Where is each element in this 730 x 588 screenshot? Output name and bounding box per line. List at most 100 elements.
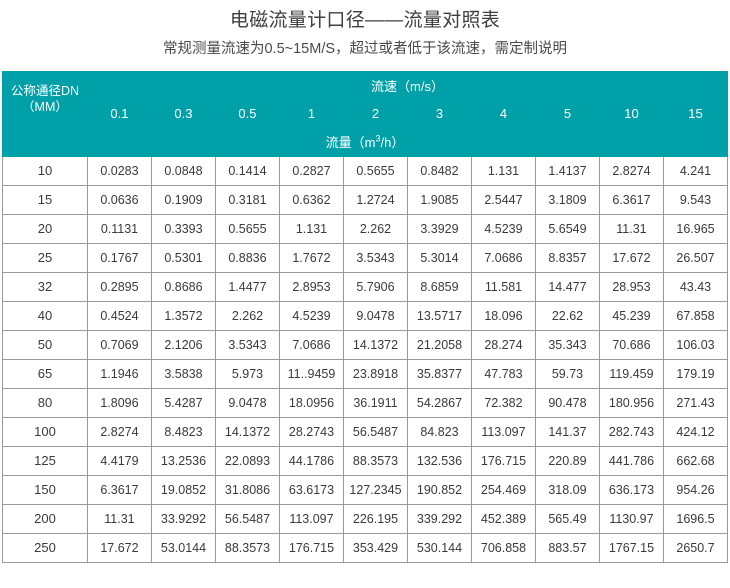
flow-value-cell: 35.343 [534,329,600,360]
flow-value-cell: 1.131 [470,155,536,186]
table-row: 50 0.7069 2.1206 3.5343 7.0686 14.1372 21.2058… [1,329,729,360]
flow-value-cell: 0.7069 [86,329,152,360]
flow-group-label-sup: 3 [375,134,381,145]
flow-value-cell: 1.8096 [86,387,152,418]
flow-value-cell: 18.0956 [278,387,344,418]
flow-value-cell: 1.4137 [534,155,600,186]
page-subtitle: 常规测量流速为0.5~15M/S，超过或者低于该流速，需定制说明 [162,40,568,57]
flow-value-cell: 0.4524 [86,300,152,331]
flow-value-cell: 1130.97 [598,503,664,534]
dn-header-line2: （MM） [22,100,68,115]
flow-value-cell: 4.241 [662,155,729,186]
dn-header-line1: 公称通径DN [10,83,79,98]
flow-value-cell: 282.743 [598,416,664,447]
flow-value-cell: 36.1911 [342,387,408,418]
flow-value-cell: 88.3573 [342,445,408,476]
flow-value-cell: 33.9292 [150,503,216,534]
velocity-col-1: 0.3 [150,99,216,128]
flow-value-cell: 0.2827 [278,155,344,186]
flow-value-cell: 6.3617 [598,184,664,215]
flow-value-cell: 88.3573 [214,532,280,563]
flow-value-cell: 2.5447 [470,184,536,215]
flow-value-cell: 28.274 [470,329,536,360]
flow-value-cell: 8.8357 [534,242,600,273]
flow-value-cell: 0.1767 [86,242,152,273]
flow-value-cell: 5.973 [214,358,280,389]
flow-value-cell: 90.478 [534,387,600,418]
flow-value-cell: 0.0283 [86,155,152,186]
velocity-col-0: 0.1 [86,99,152,128]
flow-value-cell: 4.5239 [278,300,344,331]
velocity-col-6: 4 [470,99,536,128]
flow-value-cell: 132.536 [406,445,472,476]
dn-cell: 20 [1,213,88,244]
flow-value-cell: 706.858 [470,532,536,563]
table-row: 10 0.0283 0.0848 0.1414 0.2827 0.5655 0.8482 1.… [1,155,729,186]
flow-value-cell: 35.8377 [406,358,472,389]
flow-value-cell: 636.173 [598,474,664,505]
flow-value-cell: 28.2743 [278,416,344,447]
flow-value-cell: 0.0848 [150,155,216,186]
flow-value-cell: 2.262 [214,300,280,331]
flow-value-cell: 883.57 [534,532,600,563]
flow-value-cell: 0.2895 [86,271,152,302]
flow-value-cell: 0.1909 [150,184,216,215]
flow-value-cell: 220.89 [534,445,600,476]
dn-cell: 50 [1,329,88,360]
flow-value-cell: 4.4179 [86,445,152,476]
flow-value-cell: 0.3181 [214,184,280,215]
flow-value-cell: 22.0893 [214,445,280,476]
flow-value-cell: 1767.15 [598,532,664,563]
flow-value-cell: 954.26 [662,474,729,505]
flow-value-cell: 1.9085 [406,184,472,215]
flow-value-cell: 70.686 [598,329,664,360]
header-row-group: 公称通径DN （MM） 流速（m/s） [1,70,729,128]
flow-value-cell: 353.429 [342,532,408,563]
flow-value-cell: 1696.5 [662,503,729,534]
velocity-col-3: 1 [278,99,344,128]
flow-value-cell: 179.19 [662,358,729,389]
flow-value-cell: 0.6362 [278,184,344,215]
table-row: 15 0.0636 0.1909 0.3181 0.6362 1.2724 1.9085 2.… [1,184,729,215]
flow-value-cell: 190.852 [406,474,472,505]
flow-value-cell: 21.2058 [406,329,472,360]
flow-value-cell: 141.37 [534,416,600,447]
flow-value-cell: 84.823 [406,416,472,447]
flow-value-cell: 5.4287 [150,387,216,418]
flow-rate-table: 公称通径DN （MM） 流速（m/s） 0.1 0.3 0.5 1 2 3 4 … [1,70,729,563]
flow-value-cell: 0.5301 [150,242,216,273]
flow-value-cell: 11.581 [470,271,536,302]
table-row: 25 0.1767 0.5301 0.8836 1.7672 3.5343 5.3014 7.… [1,242,729,273]
flow-value-cell: 6.3617 [86,474,152,505]
flow-value-cell: 339.292 [406,503,472,534]
flow-value-cell: 9.0478 [342,300,408,331]
dn-cell: 15 [1,184,88,215]
flow-value-cell: 1.131 [278,213,344,244]
flow-value-cell: 1.4477 [214,271,280,302]
flow-value-cell: 18.096 [470,300,536,331]
velocity-col-7: 5 [534,99,600,128]
table-row: 250 17.672 53.0144 88.3573 176.715 353.429 530… [1,532,729,563]
dn-cell: 40 [1,300,88,331]
table-row: 32 0.2895 0.8686 1.4477 2.8953 5.7906 8.6859 11… [1,271,729,302]
flow-group-label-prefix: 流量（m [325,135,376,151]
table-row: 80 1.8096 5.4287 9.0478 18.0956 36.1911 54.286… [1,387,729,418]
flow-value-cell: 14.1372 [214,416,280,447]
flow-value-cell: 8.6859 [406,271,472,302]
velocity-group-header: 流速（m/s） [86,70,729,101]
flow-value-cell: 11.31 [86,503,152,534]
dn-cell: 250 [1,532,88,563]
dn-cell: 150 [1,474,88,505]
dn-cell: 200 [1,503,88,534]
flow-value-cell: 0.8686 [150,271,216,302]
flow-value-cell: 14.477 [534,271,600,302]
dn-cell: 32 [1,271,88,302]
flow-value-cell: 0.0636 [86,184,152,215]
velocity-col-9: 15 [662,99,729,128]
flow-value-cell: 2.8274 [598,155,664,186]
flow-value-cell: 67.858 [662,300,729,331]
flow-value-cell: 3.1809 [534,184,600,215]
flow-value-cell: 113.097 [278,503,344,534]
table-row: 20 0.1131 0.3393 0.5655 1.131 2.262 3.3929 4.52… [1,213,729,244]
